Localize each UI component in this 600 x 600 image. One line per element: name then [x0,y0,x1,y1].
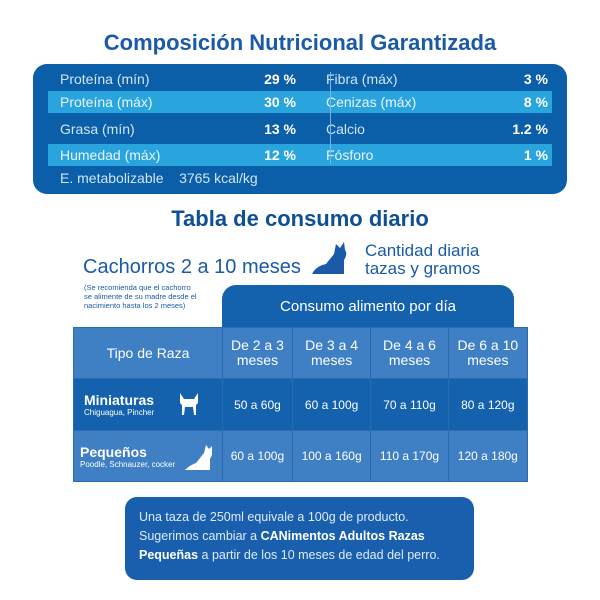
breed-header: Tipo de Raza [73,327,223,379]
table-row: Pequeños Poodle, Schnauzer, cocker 60 a … [73,430,529,482]
table-header-row: Tipo de Raza De 2 a 3 meses De 3 a 4 meses… [73,327,529,379]
consumption-header-tab: Consumo alimento por día [222,285,514,328]
recommendation-box: Una taza de 250ml equivale a 100g de pro… [125,497,474,580]
footer-line: Una taza de 250ml equivale a 100g de pro… [139,510,409,524]
product-name: Pequeñas [139,548,199,562]
consumption-subtitle: Cachorros 2 a 10 meses [83,256,301,278]
consumption-title: Tabla de consumo diario [171,206,429,231]
product-name: CANimentos Adultos Razas [260,529,425,543]
amount-cell: 60 a 100g [291,378,372,431]
note-line: se alimente de su madre desde el [84,292,197,301]
breed-cell: Pequeños Poodle, Schnauzer, cocker [73,430,223,482]
nutrient-label: Grasa (mín) [60,121,135,137]
amount-cell: 110 a 170g [370,430,449,482]
breed-examples: Chiguagua, Pincher [84,408,155,417]
consumption-table: Tipo de Raza De 2 a 3 meses De 3 a 4 meses… [73,327,529,482]
footer-line: Sugerimos cambiar a CANimentos Adultos R… [139,529,425,543]
breed-cell: Miniaturas Chiguagua, Pincher [73,378,223,431]
nutrient-value: 1.2 % [512,121,548,137]
age-column-header: De 4 a 6 meses [370,327,449,379]
small-dog-icon [185,445,212,470]
nutrient-label: Humedad (máx) [60,147,161,163]
chihuahua-icon [180,393,198,415]
nutrient-label: Fibra (máx) [326,71,398,87]
age-column-header: De 2 a 3 meses [222,327,293,379]
nutrient-value: 8 % [523,94,548,110]
amount-cell: 60 a 100g [222,430,293,482]
nutrient-value: 13 % [264,121,296,137]
quantity-label: Cantidad diaria tazas y gramos [365,242,480,278]
table-row: Miniaturas Chiguagua, Pincher 50 a 60g 6… [73,378,529,431]
nutrient-row: Proteína (mín) 29 % Fibra (máx) 3 % [48,68,552,90]
footer-line: Pequeñas a partir de los 10 meses de eda… [139,548,440,562]
weaning-note: (Se recomienda que el cachorro se alimen… [84,283,197,310]
energy-row: E. metabolizable 3765 kcal/kg [60,170,258,186]
quantity-line: tazas y gramos [365,259,481,278]
nutrient-row: Grasa (mín) 13 % Calcio 1.2 % [48,118,552,140]
column-divider [330,72,331,164]
breed-name: Miniaturas [84,392,155,408]
nutrient-value: 1 % [523,147,548,163]
amount-cell: 120 a 180g [447,430,529,482]
nutrient-value: 30 % [264,94,296,110]
nutrient-label: Calcio [326,121,365,137]
note-line: nacimiento hasta los 2 meses) [84,301,186,310]
nutrient-label: Proteína (máx) [60,94,153,110]
nutrient-label: Proteína (mín) [60,71,150,87]
energy-value: 3765 kcal/kg [179,170,258,186]
breed-name: Pequeños [80,443,147,460]
amount-cell: 70 a 110g [370,378,449,431]
age-column-header: De 3 a 4 meses [291,327,372,379]
nutrient-row: Proteína (máx) 30 % Cenizas (máx) 8 % [48,91,552,113]
nutrient-row: Humedad (máx) 12 % Fósforo 1 % [48,144,552,166]
quantity-line: Cantidad diaria [365,241,480,260]
note-line: (Se recomienda que el cachorro [84,283,191,292]
nutrient-value: 12 % [264,147,296,163]
breed-examples: Poodle, Schnauzer, cocker [80,459,176,469]
nutrient-value: 29 % [264,71,296,87]
puppy-icon [312,242,347,274]
amount-cell: 50 a 60g [222,378,293,431]
amount-cell: 80 a 120g [447,378,529,431]
nutrient-label: Fósforo [326,147,374,163]
nutrient-value: 3 % [523,71,548,87]
nutrient-label: Cenizas (máx) [326,94,417,110]
composition-title: Composición Nutricional Garantizada [103,30,497,55]
energy-label: E. metabolizable [60,170,164,186]
age-column-header: De 6 a 10 meses [447,327,529,379]
amount-cell: 100 a 160g [291,430,372,482]
composition-panel: Proteína (mín) 29 % Fibra (máx) 3 % Prot… [33,64,567,194]
